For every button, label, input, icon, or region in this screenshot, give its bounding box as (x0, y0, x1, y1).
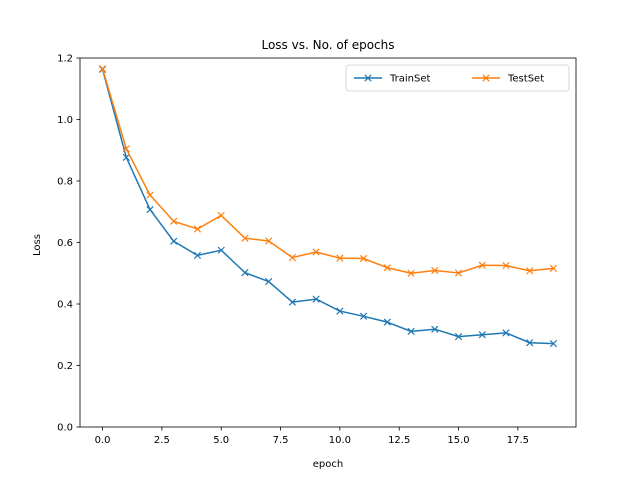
data-point-trainset (288, 298, 297, 306)
data-point-testset (359, 254, 368, 263)
data-point-trainset (359, 312, 368, 320)
data-point-testset (170, 217, 178, 225)
data-point-trainset (478, 331, 486, 339)
y-tick-label: 0.8 (57, 177, 73, 188)
chart-title: Loss vs. No. of epochs (261, 38, 394, 52)
data-point-testset (549, 264, 558, 272)
legend-label-testset: TestSet (507, 74, 544, 85)
legend-frame (345, 64, 570, 92)
data-point-testset (98, 65, 107, 73)
y-tick-label: 1.2 (57, 54, 73, 65)
y-tick-label: 0.2 (57, 361, 73, 372)
data-point-testset (288, 253, 297, 262)
x-tick-label: 15.0 (447, 435, 469, 446)
data-point-testset (122, 145, 130, 153)
x-tick-label: 5.0 (213, 435, 229, 446)
data-point-trainset (526, 339, 534, 347)
x-axis-title: epoch (313, 459, 343, 470)
data-point-trainset (265, 277, 273, 286)
data-point-trainset (407, 327, 415, 335)
data-point-testset (217, 211, 225, 220)
y-axis-title: Loss (32, 234, 43, 256)
legend-marker-trainset (364, 74, 372, 82)
data-point-trainset (241, 269, 249, 277)
legend: TrainSet TestSet (345, 64, 570, 92)
data-point-trainset (383, 318, 391, 326)
y-tick-label: 0.0 (57, 423, 73, 434)
data-point-testset (431, 266, 439, 275)
data-point-testset (265, 237, 273, 245)
x-tick-label: 10.0 (329, 435, 351, 446)
data-point-trainset (549, 340, 558, 348)
data-point-testset (146, 191, 154, 199)
data-point-trainset (312, 295, 320, 303)
y-tick-label: 0.6 (57, 238, 73, 249)
data-point-trainset (170, 237, 178, 245)
x-tick-label: 17.5 (507, 435, 529, 446)
legend-label-trainset: TrainSet (389, 74, 430, 85)
data-point-trainset (336, 307, 344, 315)
legend-marker-testset (482, 74, 490, 82)
data-point-trainset (217, 246, 225, 254)
data-point-testset (193, 225, 202, 233)
data-point-trainset (122, 153, 130, 161)
data-point-trainset (502, 329, 510, 337)
data-point-testset (241, 234, 249, 242)
data-point-testset (407, 269, 415, 277)
data-point-trainset (146, 205, 154, 214)
data-point-trainset (431, 325, 439, 333)
x-tick-label: 12.5 (388, 435, 410, 446)
series-line-trainset (101, 69, 554, 345)
data-point-testset (383, 264, 391, 272)
y-tick-label: 0.4 (57, 300, 73, 311)
series-line-testset (101, 68, 554, 274)
x-tick-label: 2.5 (154, 435, 170, 446)
data-point-trainset (454, 332, 463, 341)
data-point-trainset (193, 251, 202, 260)
x-tick-label: 0.0 (95, 435, 111, 446)
plot-area: 0.0 2.5 5.0 7.5 10.0 12.5 15.0 17.5 0.0 0.2 0.4 0.6… (57, 54, 577, 446)
data-point-testset (454, 269, 463, 277)
data-point-testset (502, 261, 510, 270)
data-point-testset (312, 248, 320, 256)
data-point-testset (478, 261, 486, 269)
data-point-testset (526, 267, 534, 275)
y-tick-label: 1.0 (57, 115, 73, 126)
data-point-testset (336, 254, 344, 262)
x-tick-label: 7.5 (273, 435, 289, 446)
